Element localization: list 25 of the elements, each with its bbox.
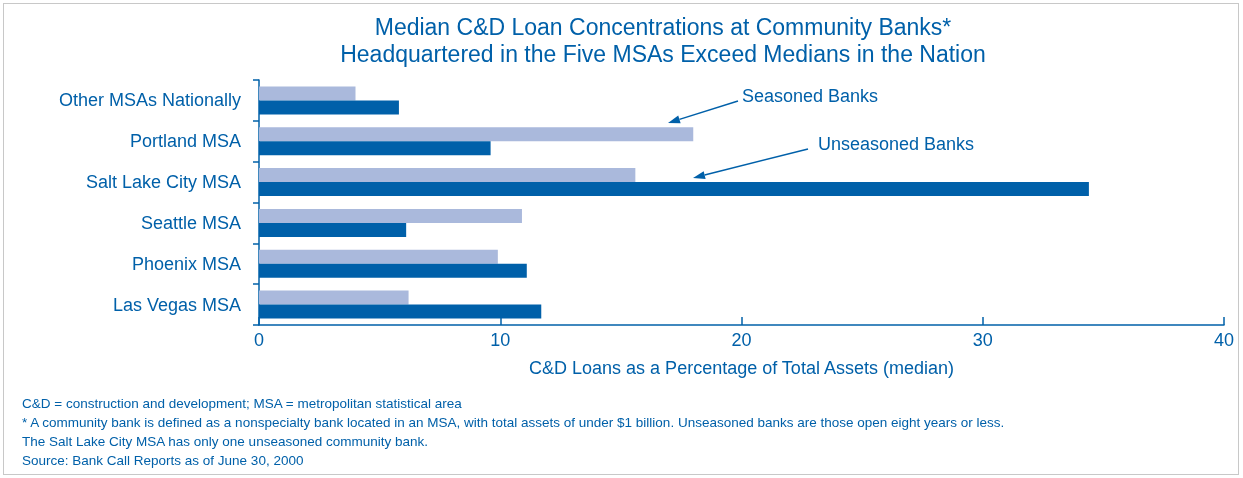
y-tick-label: Salt Lake City MSA [85,172,241,193]
bar [259,168,636,183]
bar [259,249,498,264]
x-tick-label: 40 [1213,330,1235,350]
x-tick-label: 10 [490,330,511,350]
chart-title: Median C&D Loan Concentrations at Community Banks* Headquartered in the Five MSAs Exceed Medians in the Nation [340,13,986,67]
y-tick-label: Phoenix MSA [131,253,241,274]
text: The Salt Lake City MSA has only one unseasoned community bank. [22,433,428,449]
x-axis-title: C&D Loans as a Percentage of Total Assets (median) [529,358,954,378]
bar [259,127,694,142]
y-tick-label: Portland MSA [129,131,241,152]
source-note: Source: Bank Call Reports as of June 30, 2000 [22,452,304,468]
x-tick-label: 30 [972,330,993,350]
bar [259,208,522,223]
text: Seasoned Banks [742,86,879,106]
bar [259,86,356,101]
x-tick-label: 0 [253,330,265,350]
series-label: Unseasoned Banks [818,134,975,154]
y-tick-label: Seattle MSA [140,212,241,233]
text: C&D = construction and development; MSA = metropolitan statistical area [22,395,463,411]
x-tick-label: 20 [731,330,752,350]
y-tick-label: Las Vegas MSA [112,294,241,315]
text: * A community bank is defined as a nonspecialty bank located in an MSA, with total assets of under $1 billion. Unseasoned banks are those open eight years or less. [22,414,1005,430]
y-tick-label: Other MSAs Nationally [58,90,241,111]
bar [259,290,409,305]
